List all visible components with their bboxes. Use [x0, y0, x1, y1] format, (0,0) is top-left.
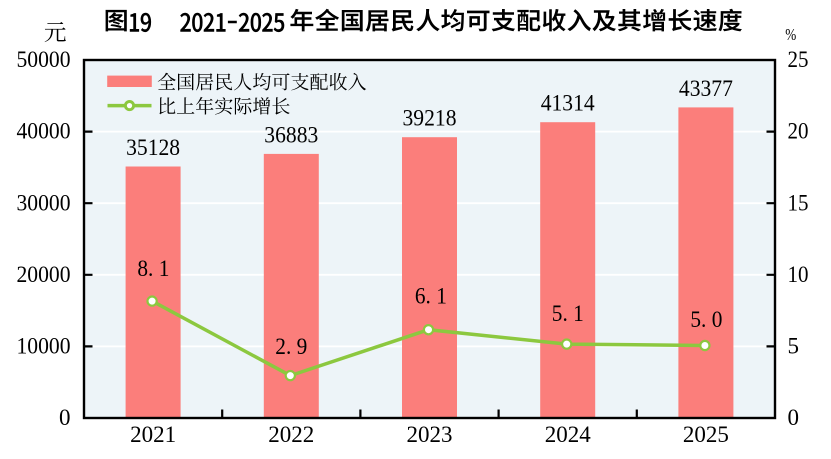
svg-text:25: 25: [788, 47, 809, 72]
svg-text:10: 10: [788, 262, 809, 287]
svg-text:2024: 2024: [545, 422, 592, 447]
svg-text:2. 9: 2. 9: [275, 334, 307, 359]
svg-text:40000: 40000: [17, 119, 71, 144]
svg-text:41314: 41314: [541, 91, 595, 116]
svg-text:5. 0: 5. 0: [690, 307, 722, 332]
svg-text:0: 0: [788, 405, 800, 430]
svg-text:6. 1: 6. 1: [415, 284, 447, 309]
svg-text:0: 0: [59, 405, 71, 430]
svg-text:30000: 30000: [17, 190, 71, 215]
svg-text:10000: 10000: [17, 334, 71, 359]
svg-text:36883: 36883: [264, 122, 318, 147]
svg-text:2023: 2023: [407, 422, 453, 447]
svg-text:20: 20: [788, 119, 809, 144]
svg-text:5: 5: [788, 334, 800, 359]
svg-text:5. 1: 5. 1: [552, 301, 584, 326]
svg-text:2022: 2022: [268, 422, 314, 447]
svg-text:20000: 20000: [17, 262, 71, 287]
svg-text:50000: 50000: [17, 47, 71, 72]
svg-text:%: %: [785, 25, 796, 44]
svg-text:8. 1: 8. 1: [137, 256, 169, 281]
svg-text:43377: 43377: [679, 76, 733, 101]
svg-text:39218: 39218: [403, 106, 457, 131]
svg-text:15: 15: [788, 190, 809, 215]
svg-text:2025: 2025: [683, 422, 729, 447]
svg-text:2021: 2021: [130, 422, 176, 447]
svg-text:35128: 35128: [126, 135, 180, 160]
